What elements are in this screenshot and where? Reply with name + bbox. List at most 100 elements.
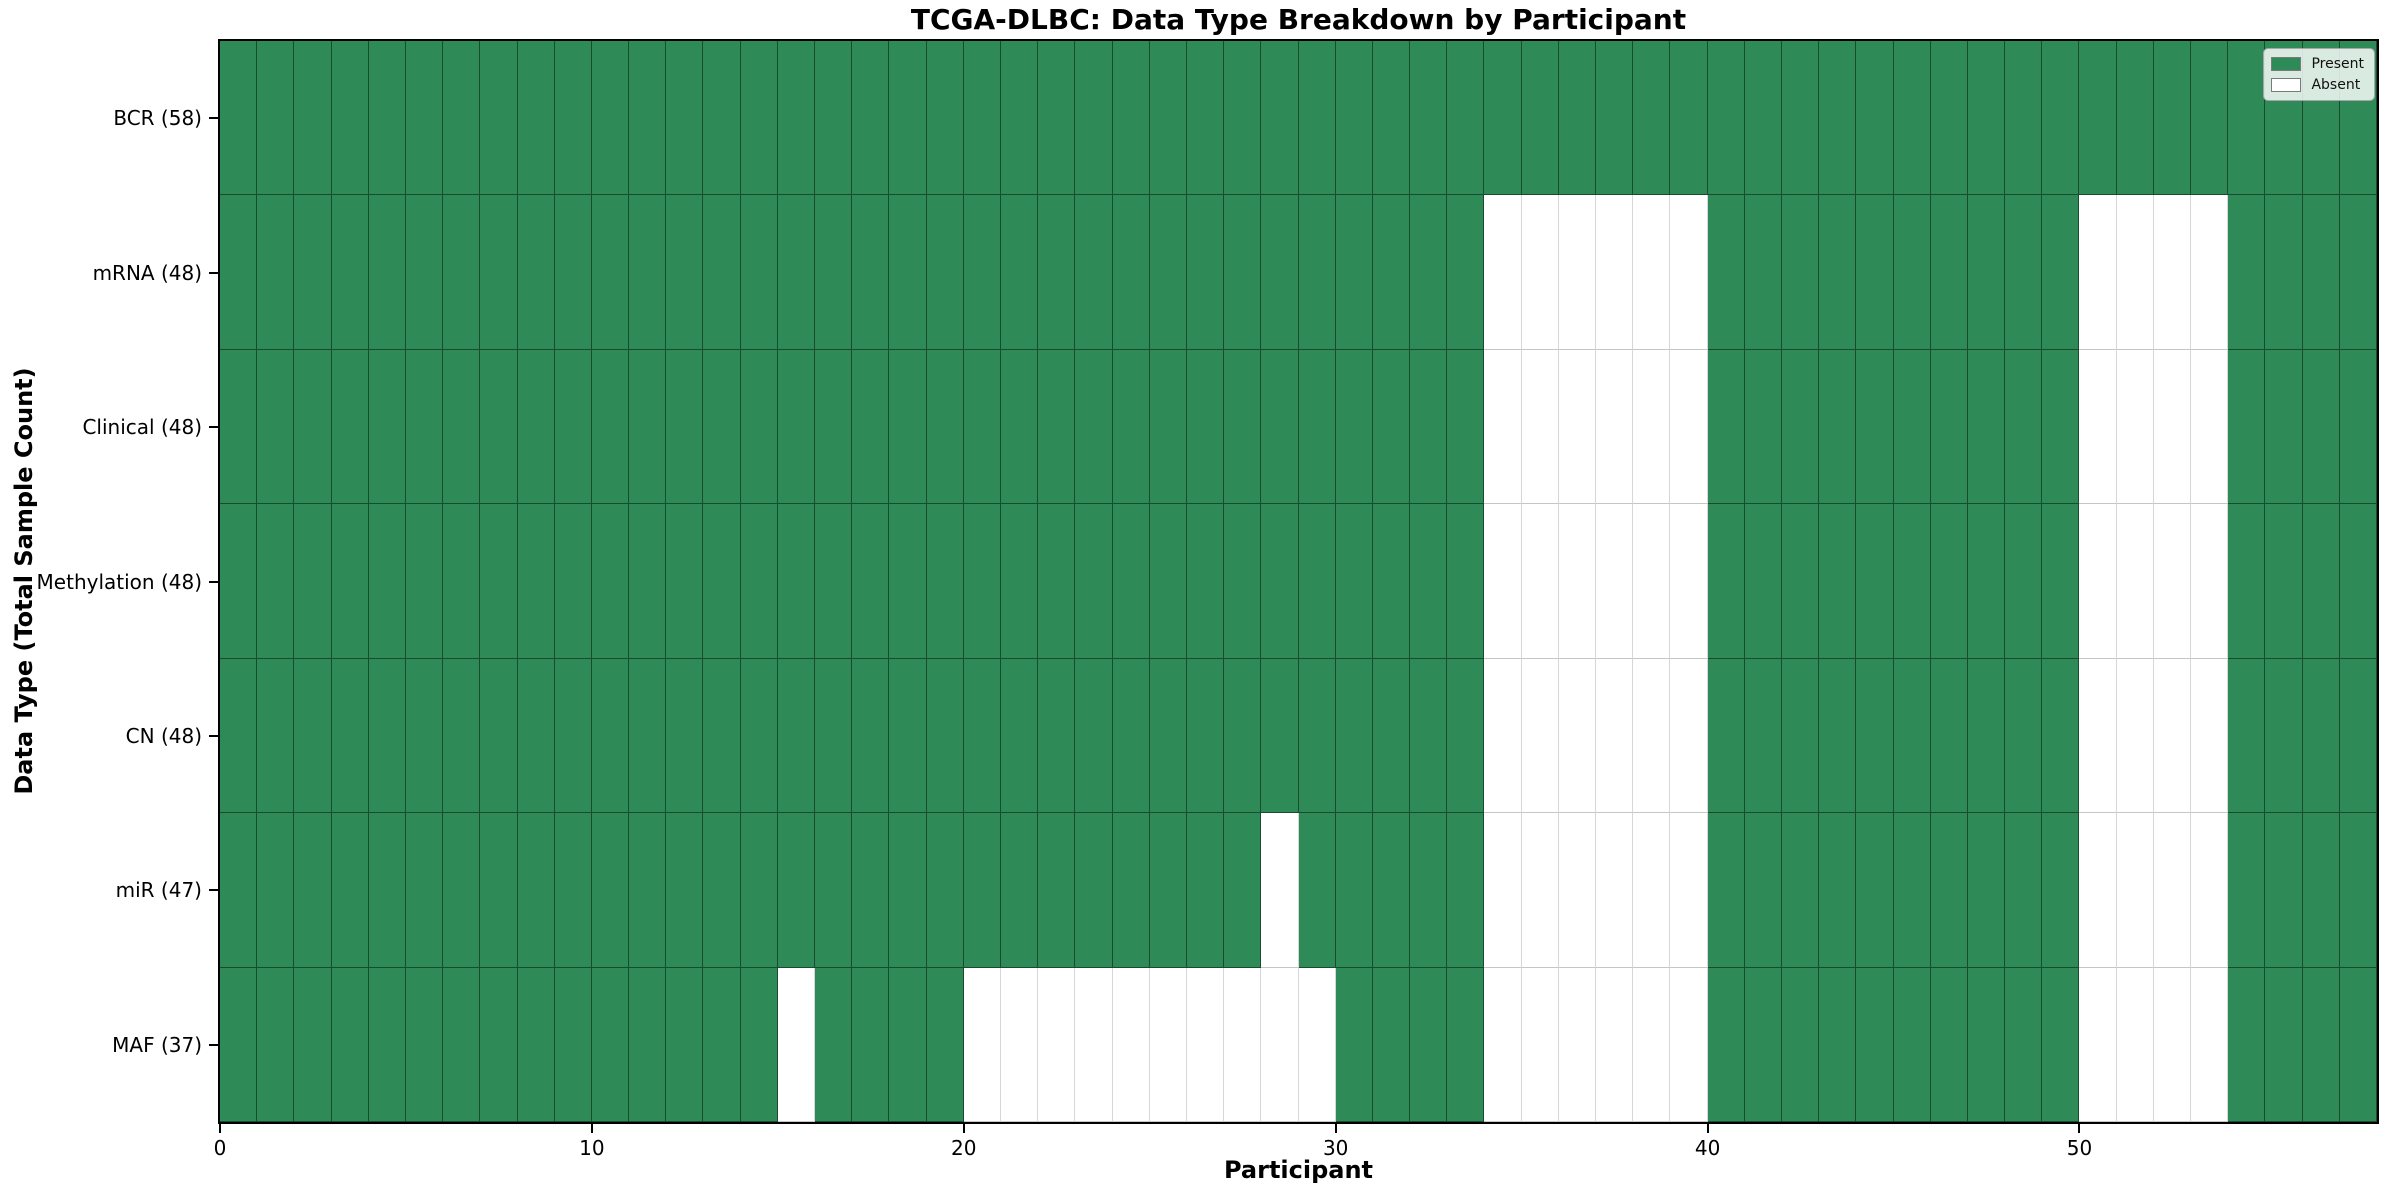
heatmap-cell: [1633, 195, 1671, 350]
heatmap-cell: [926, 813, 964, 968]
heatmap-cell: [2228, 349, 2266, 505]
heatmap-cell: [852, 967, 890, 1122]
y-tick-mark: [209, 580, 218, 583]
y-tick-mark: [209, 734, 218, 737]
heatmap-cell: [294, 813, 332, 968]
heatmap-cell: [1372, 658, 1411, 814]
heatmap-cell: [1112, 195, 1150, 350]
heatmap-cell: [331, 41, 369, 196]
present-swatch-icon: [2271, 57, 2302, 71]
heatmap-cell: [889, 658, 927, 814]
heatmap-cell: [2116, 967, 2154, 1122]
heatmap-cell: [703, 967, 741, 1122]
heatmap-cell: [740, 967, 778, 1122]
heatmap-cell: [405, 967, 444, 1122]
heatmap-cell: [1000, 41, 1039, 196]
heatmap-cell: [1819, 195, 1857, 350]
heatmap-cell: [1000, 349, 1039, 505]
heatmap-cell: [1075, 349, 1113, 505]
heatmap-cell: [1819, 41, 1857, 196]
heatmap-cell: [1744, 41, 1782, 196]
heatmap-cell: [591, 504, 630, 659]
heatmap-cell: [1707, 967, 1745, 1122]
heatmap-cell: [2153, 195, 2192, 350]
heatmap-cell: [1038, 967, 1076, 1122]
heatmap-cell: [1558, 349, 1597, 505]
heatmap-cell: [1038, 504, 1076, 659]
heatmap-cell: [1298, 658, 1336, 814]
heatmap-cell: [1484, 813, 1522, 968]
heatmap-cell: [1447, 195, 1485, 350]
heatmap-cell: [2079, 349, 2117, 505]
heatmap-cell: [740, 504, 778, 659]
heatmap-cell: [1224, 349, 1262, 505]
heatmap-cell: [1781, 813, 1820, 968]
heatmap-cell: [1967, 195, 2006, 350]
heatmap-cell: [1596, 349, 1634, 505]
heatmap-cell: [1000, 967, 1039, 1122]
heatmap-cell: [480, 41, 518, 196]
heatmap-cell: [2005, 967, 2043, 1122]
x-tick-mark: [590, 1124, 593, 1133]
heatmap-cell: [2191, 195, 2229, 350]
heatmap-cell: [1038, 813, 1076, 968]
heatmap-cell: [1856, 349, 1894, 505]
y-tick-label: MAF (37): [112, 1032, 202, 1057]
heatmap-cell: [443, 967, 481, 1122]
heatmap-cell: [963, 658, 1001, 814]
x-tick-label: 20: [951, 1136, 977, 1160]
heatmap-cell: [2116, 195, 2154, 350]
heatmap-cell: [591, 41, 630, 196]
heatmap-cell: [1038, 658, 1076, 814]
heatmap-cell: [1930, 41, 1968, 196]
heatmap-cell: [1707, 41, 1745, 196]
heatmap-cell: [517, 41, 555, 196]
heatmap-cell: [1149, 658, 1187, 814]
heatmap-cell: [1967, 813, 2006, 968]
heatmap-cell: [443, 195, 481, 350]
heatmap-cell: [1893, 967, 1931, 1122]
heatmap-cell: [852, 349, 890, 505]
heatmap-cell: [1149, 195, 1187, 350]
heatmap-cell: [2302, 658, 2340, 814]
heatmap-cell: [666, 658, 704, 814]
heatmap-cell: [2302, 349, 2340, 505]
heatmap-cell: [1967, 349, 2006, 505]
heatmap-cell: [963, 967, 1001, 1122]
heatmap-cell: [2042, 41, 2080, 196]
heatmap-cell: [2079, 195, 2117, 350]
heatmap-cell: [1112, 658, 1150, 814]
heatmap-cell: [1744, 195, 1782, 350]
heatmap-cell: [963, 813, 1001, 968]
heatmap-cell: [1372, 195, 1411, 350]
heatmap-cell: [629, 349, 667, 505]
heatmap-cell: [963, 504, 1001, 659]
y-tick-label: miR (47): [115, 878, 202, 903]
heatmap-cell: [1596, 967, 1634, 1122]
heatmap-cell: [1112, 349, 1150, 505]
y-tick-mark: [209, 117, 218, 120]
heatmap-cell: [1149, 41, 1187, 196]
heatmap-cell: [740, 349, 778, 505]
heatmap-cell: [815, 195, 853, 350]
heatmap-cell: [815, 504, 853, 659]
heatmap-cell: [666, 41, 704, 196]
heatmap-cell: [1261, 195, 1299, 350]
heatmap-cell: [2042, 658, 2080, 814]
heatmap-cell: [480, 504, 518, 659]
heatmap-cell: [1186, 813, 1225, 968]
heatmap-cell: [1149, 349, 1187, 505]
heatmap-cell: [1856, 504, 1894, 659]
heatmap-cell: [2116, 813, 2154, 968]
heatmap-cell: [1447, 658, 1485, 814]
heatmap-cell: [1670, 349, 1708, 505]
heatmap-cell: [1484, 195, 1522, 350]
heatmap-cell: [2191, 504, 2229, 659]
heatmap-cell: [480, 195, 518, 350]
heatmap-cell: [1186, 195, 1225, 350]
heatmap-cell: [2079, 41, 2117, 196]
heatmap-cell: [2153, 349, 2192, 505]
heatmap-cell: [1744, 349, 1782, 505]
heatmap-cell: [1298, 967, 1336, 1122]
legend: Present Absent: [2263, 48, 2375, 101]
